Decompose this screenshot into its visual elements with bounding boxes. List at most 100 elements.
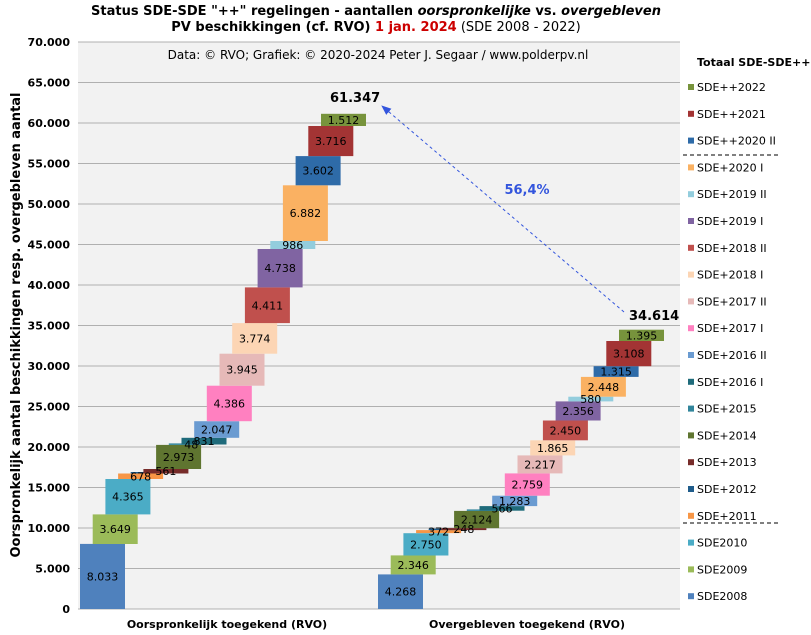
legend-swatch	[688, 539, 694, 546]
segment-label: 2.217	[524, 458, 556, 471]
legend-label: SDE++2022	[697, 81, 766, 94]
legend-label: SDE2009	[697, 563, 747, 576]
percentage-arrow	[381, 105, 625, 313]
gridlines	[78, 41, 680, 610]
segment-label: 2.346	[397, 559, 429, 572]
bar-segment	[568, 396, 614, 402]
y-tick-label: 0	[62, 603, 70, 616]
segment-label: 8.033	[87, 571, 119, 584]
bar-segments	[80, 113, 664, 609]
bar-segment	[118, 473, 164, 479]
legend-swatch	[688, 486, 694, 492]
bar-segment	[504, 473, 550, 496]
segment-label: 3.716	[315, 135, 347, 148]
bar-segment	[219, 353, 265, 386]
legend-swatch	[688, 593, 694, 600]
legend-swatch	[688, 84, 694, 90]
legend-swatch	[688, 271, 694, 278]
bar-segment	[232, 323, 278, 354]
bar-segment	[403, 533, 449, 556]
legend-label: SDE+2016 II	[697, 349, 767, 362]
bar-segment	[416, 530, 462, 534]
segment-label: 2.124	[461, 514, 493, 527]
bar-segment	[542, 420, 588, 441]
bar-segment	[530, 440, 576, 456]
legend-swatch	[688, 512, 694, 519]
segment-label: 2.750	[410, 538, 442, 551]
segment-label: 1.395	[626, 329, 658, 342]
segment-label: 3.945	[226, 364, 258, 377]
bar-segment	[80, 543, 125, 609]
bar-segment	[492, 495, 538, 507]
segment-label: 1.865	[537, 442, 569, 455]
legend-swatch	[688, 325, 694, 332]
legend-swatch	[688, 566, 694, 573]
legend-label: SDE+2013	[697, 456, 757, 469]
chart-title-line1: Status SDE-SDE "++" regelingen - aantall…	[91, 4, 661, 19]
segment-label: 566	[492, 502, 513, 515]
bar-segment	[206, 385, 252, 422]
y-tick-label: 25.000	[28, 401, 71, 414]
y-tick-label: 40.000	[28, 279, 71, 292]
bar-segment	[295, 156, 341, 186]
y-tick-label: 60.000	[28, 117, 71, 130]
segment-label: 3.649	[99, 523, 131, 536]
y-axis-label: Oorspronkelijk aantal beschikkingen resp…	[9, 92, 24, 557]
segment-label: 48	[184, 439, 198, 452]
y-tick-label: 45.000	[28, 239, 71, 252]
legend-label: SDE+2018 I	[697, 269, 763, 282]
segment-label: 580	[580, 393, 601, 406]
bar-segment	[143, 469, 189, 474]
bar-segment	[194, 421, 240, 438]
segment-label: 986	[282, 239, 303, 252]
bar-segment	[390, 555, 436, 575]
bar-segment	[441, 528, 487, 531]
total-original: 61.347	[330, 91, 380, 106]
legend-label: SDE+2018 II	[697, 242, 767, 255]
segment-label: 248	[453, 523, 474, 536]
legend-swatch	[688, 405, 694, 412]
segment-label: 1.512	[328, 114, 360, 127]
y-tick-label: 20.000	[28, 441, 71, 454]
segment-label: 678	[130, 470, 151, 483]
segment-label: 3.108	[613, 348, 645, 361]
legend: SDE++2022 SDE++2021 SDE++2020 II SDE+2020 I…	[688, 81, 776, 603]
legend-label: SDE+2020 I	[697, 161, 763, 174]
segment-label: 4.386	[214, 397, 246, 410]
segment-label: 2.356	[562, 405, 594, 418]
legend-swatch	[688, 137, 694, 144]
bar-segment	[606, 341, 652, 367]
legend-label: SDE+2019 I	[697, 215, 763, 228]
legend-label: SDE+2019 II	[697, 188, 767, 201]
segment-label: 1.315	[600, 366, 632, 379]
bar-segment	[593, 366, 639, 377]
legend-label: SDE+2011	[697, 510, 757, 523]
legend-label: SDE+2015	[697, 403, 757, 416]
legend-swatch	[688, 352, 694, 358]
bar-segment	[479, 506, 525, 511]
segment-label: 561	[155, 465, 176, 478]
segment-label: 3.602	[302, 165, 334, 178]
x-category-label-original: Oorspronkelijk toegekend (RVO)	[127, 618, 327, 631]
bar-segment	[181, 437, 227, 445]
chart-title-line2: PV beschikkingen (cf. RVO) 1 jan. 2024 (…	[171, 20, 580, 35]
y-tick-label: 10.000	[28, 522, 71, 535]
segment-label: 4.738	[264, 262, 296, 275]
segment-label: 3.774	[239, 332, 271, 345]
segment-label: 4.268	[385, 586, 417, 599]
legend-label: SDE+2017 I	[697, 322, 763, 335]
bar-segment	[270, 241, 316, 249]
legend-swatch	[688, 432, 694, 439]
percentage-annotation: 56,4%	[504, 183, 549, 198]
legend-title: Totaal SDE-SDE++	[697, 56, 810, 69]
legend-swatch	[688, 244, 694, 251]
bar-segment	[321, 113, 366, 126]
legend-label: SDE+2017 II	[697, 295, 767, 308]
segment-label: 372	[428, 526, 449, 539]
legend-label: SDE+2014	[697, 429, 757, 442]
segment-label: 2.047	[201, 424, 233, 437]
segment-label: 831	[194, 435, 215, 448]
legend-swatch	[688, 110, 694, 117]
legend-label: SDE2010	[697, 537, 747, 550]
